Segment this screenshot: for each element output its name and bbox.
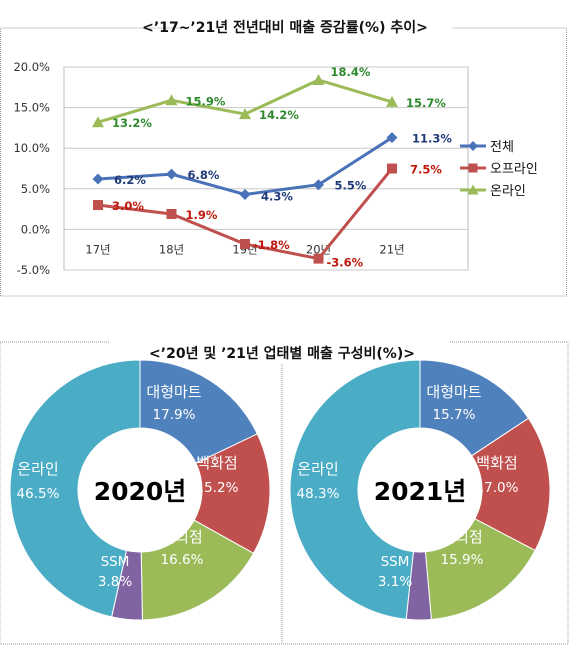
data-label: 6.2% xyxy=(114,173,146,187)
slice-value-label: 15.9% xyxy=(441,552,484,568)
data-point xyxy=(313,179,324,191)
slice-name-label: SSM xyxy=(381,554,410,570)
slice-value-label: 3.1% xyxy=(378,574,412,590)
data-label: -1.8% xyxy=(253,238,290,252)
line-chart-panel: <’17~’21년 전년대비 매출 증감률(%) 추이> 20.0% 15.0% 1… xyxy=(0,0,576,300)
y-tick-label: 20.0% xyxy=(13,60,50,74)
donut-title-bg xyxy=(110,338,450,364)
data-label: 11.3% xyxy=(412,132,452,146)
data-point xyxy=(166,168,177,180)
data-point xyxy=(165,94,178,106)
data-point xyxy=(240,239,250,250)
y-tick-label: 15.0% xyxy=(13,101,50,115)
x-tick-label: 21년 xyxy=(379,242,404,256)
donut-charts: <’20년 및 ’21년 업태별 매출 구성비(%)> 2020년 대형마트 17.… xyxy=(0,316,569,645)
data-label: 14.2% xyxy=(259,108,299,122)
legend-marker xyxy=(468,163,478,173)
data-point xyxy=(312,73,325,85)
slice-value-label: 16.6% xyxy=(161,552,204,568)
legend-label: 전체 xyxy=(490,140,514,155)
data-label: 4.3% xyxy=(261,189,293,203)
legend-label: 온라인 xyxy=(490,184,526,199)
slice-name-label: SSM xyxy=(101,554,130,570)
slice-value-label: 15.7% xyxy=(433,407,476,423)
slice-value-label: 46.5% xyxy=(17,486,60,502)
data-point xyxy=(386,95,398,107)
x-tick-label: 18년 xyxy=(159,242,184,256)
data-point xyxy=(93,200,103,211)
data-label: 15.9% xyxy=(186,94,226,108)
data-point xyxy=(166,208,177,219)
slice-value-label: 3.8% xyxy=(98,574,132,590)
data-label: 6.8% xyxy=(188,168,220,182)
slice-value-label: 48.3% xyxy=(297,486,340,502)
data-point xyxy=(239,188,251,200)
data-label: 7.5% xyxy=(410,163,442,177)
y-tick-label: 10.0% xyxy=(13,141,50,155)
x-tick-label: 17년 xyxy=(85,242,110,256)
legend-label: 오프라인 xyxy=(490,162,538,177)
slice-name-label: 백화점 xyxy=(476,454,517,472)
line-title-bg xyxy=(186,10,452,38)
data-label: 5.5% xyxy=(335,179,367,193)
donut-center-label: 2020년 xyxy=(94,477,187,506)
slice-name-label: 온라인 xyxy=(297,460,338,478)
data-point xyxy=(313,253,324,264)
legend-marker xyxy=(468,141,478,151)
slice-name-label: 백화점 xyxy=(196,454,237,472)
donut-chart-panel: <’20년 및 ’21년 업태별 매출 구성비(%)> 2020년 대형마트 17.… xyxy=(0,316,576,646)
donut-hole xyxy=(78,428,202,552)
data-point xyxy=(92,173,104,185)
data-label: 15.7% xyxy=(406,96,446,110)
data-label: 1.9% xyxy=(186,208,218,222)
slice-name-label: 편의점 xyxy=(441,528,482,546)
donut-center-label: 2021년 xyxy=(374,477,467,506)
slice-name-label: 온라인 xyxy=(17,460,58,478)
y-tick-label: 5.0% xyxy=(21,182,50,196)
y-tick-label: -5.0% xyxy=(17,263,50,277)
donut-chart-title: <’20년 및 ’21년 업태별 매출 구성비(%)> xyxy=(149,345,415,362)
data-point xyxy=(239,108,251,120)
donut-hole xyxy=(358,428,482,552)
slice-name-label: 대형마트 xyxy=(146,383,201,401)
data-point xyxy=(92,116,104,128)
data-label: 18.4% xyxy=(331,65,371,79)
data-label: 13.2% xyxy=(112,116,152,130)
legend-marker xyxy=(467,184,479,195)
slice-name-label: 편의점 xyxy=(161,528,202,546)
data-point xyxy=(386,132,398,144)
y-tick-label: 0.0% xyxy=(21,222,50,236)
slice-value-label: 15.2% xyxy=(196,480,239,496)
slice-value-label: 17.9% xyxy=(153,407,196,423)
data-label: 3.0% xyxy=(112,199,144,213)
data-label: -3.6% xyxy=(327,256,364,270)
line-chart-title: <’17~’21년 전년대비 매출 증감률(%) 추이> xyxy=(142,19,428,36)
data-point xyxy=(387,163,397,174)
slice-value-label: 17.0% xyxy=(476,480,519,496)
slice-name-label: 대형마트 xyxy=(426,383,481,401)
line-chart: <’17~’21년 전년대비 매출 증감률(%) 추이> 20.0% 15.0% 1… xyxy=(0,10,567,297)
